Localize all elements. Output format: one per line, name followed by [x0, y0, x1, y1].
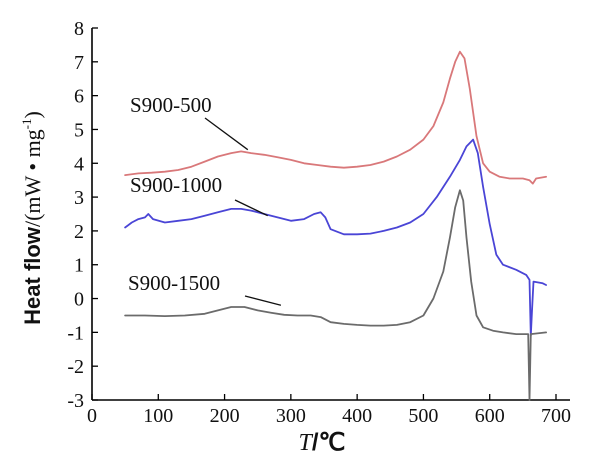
x-axis-title-unit: /℃ — [312, 429, 346, 456]
x-tick-label: 600 — [475, 405, 505, 427]
y-tick-label: 8 — [74, 18, 84, 40]
y-tick-label: 1 — [74, 255, 84, 277]
x-tick-label: 200 — [210, 405, 240, 427]
y-tick-label: 2 — [74, 221, 84, 243]
y-tick-label: -2 — [67, 356, 84, 378]
y-axis-title-unit: /(mW • mg — [20, 129, 45, 227]
x-axis-title-variable: T — [299, 430, 314, 456]
series-line-s900-1000 — [124, 138, 547, 337]
y-tick-label: 3 — [74, 187, 84, 209]
x-axis-title: T/℃ — [299, 429, 346, 456]
y-axis-title: Heat flow/(mW • mg-1) — [19, 111, 45, 325]
x-tick-label: 500 — [408, 405, 438, 427]
series-labels: S900-500 S900-1000 S900-1500 — [128, 93, 282, 306]
series-leader-line — [244, 295, 282, 306]
y-axis-title-sup: -1 — [19, 118, 34, 129]
y-axis-title-close: ) — [20, 111, 45, 118]
y-tick-label: 7 — [74, 52, 84, 74]
y-axis-title-main: Heat flow — [20, 226, 45, 325]
y-tick-label: 0 — [74, 289, 84, 311]
x-tick-label: 400 — [342, 405, 372, 427]
y-ticks: -3 -2 -1 0 1 2 3 4 5 6 7 8 — [67, 18, 98, 412]
x-tick-label: 100 — [143, 405, 173, 427]
series-label-s900-1500: S900-1500 — [128, 271, 220, 295]
x-ticks: 0 100 200 300 400 500 600 700 — [87, 394, 571, 427]
y-tick-label: 6 — [74, 86, 84, 108]
y-tick-label: -3 — [67, 390, 84, 412]
x-tick-label: 700 — [541, 405, 571, 427]
series — [124, 50, 547, 401]
series-leader-line — [234, 199, 268, 217]
y-tick-label: 4 — [74, 153, 84, 175]
series-leader-line — [204, 117, 249, 151]
y-tick-label: -1 — [67, 322, 84, 344]
axes — [91, 28, 570, 401]
series-label-s900-500: S900-500 — [130, 93, 212, 117]
series-line-s900-500 — [124, 50, 547, 185]
series-line-s900-1500 — [124, 189, 547, 401]
y-tick-label: 5 — [74, 119, 84, 141]
x-tick-label: 0 — [87, 405, 97, 427]
x-tick-label: 300 — [276, 405, 306, 427]
series-label-s900-1000: S900-1000 — [130, 173, 222, 197]
